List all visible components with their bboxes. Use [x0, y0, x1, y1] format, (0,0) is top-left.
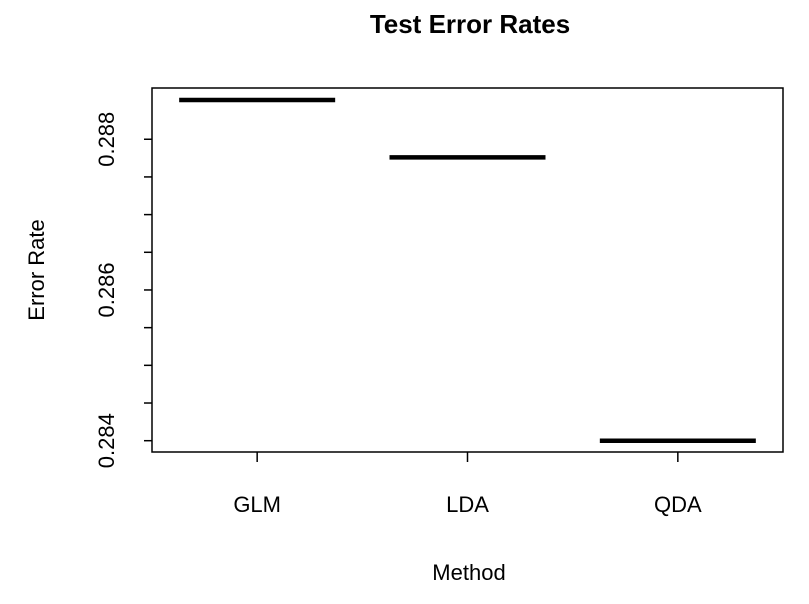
x-axis-label: Method — [432, 560, 505, 585]
x-tick-label: GLM — [233, 492, 281, 517]
x-tick-label: LDA — [446, 492, 489, 517]
x-axis: GLM LDA QDA — [233, 452, 702, 517]
y-axis-label: Error Rate — [24, 219, 49, 320]
y-tick-label: 0.288 — [94, 112, 119, 167]
chart-title: Test Error Rates — [370, 9, 570, 39]
y-axis: 0.284 0.286 0.288 — [94, 112, 152, 468]
plot-frame-layer — [151, 87, 784, 453]
plot-frame — [151, 87, 784, 453]
y-tick-label: 0.286 — [94, 262, 119, 317]
x-tick-label: QDA — [654, 492, 702, 517]
data-marks — [179, 97, 756, 443]
y-tick-label: 0.284 — [94, 413, 119, 468]
